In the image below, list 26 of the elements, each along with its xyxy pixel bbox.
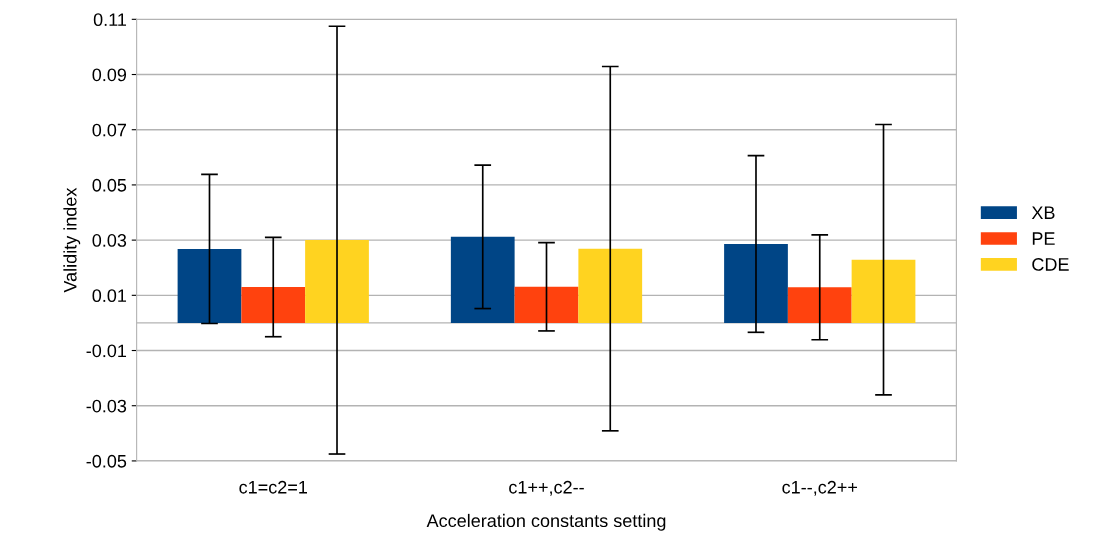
bar	[787, 287, 852, 323]
x-tick-label: c1=c2=1	[239, 480, 307, 494]
y-tick-label: -0.05	[86, 454, 127, 468]
bar	[514, 286, 579, 323]
y-tick-label: 0.01	[92, 289, 127, 303]
y-axis-title: Validity index	[63, 187, 81, 293]
y-tick-label: 0.05	[92, 178, 127, 192]
legend-label: XB	[1031, 206, 1055, 219]
bar	[305, 240, 369, 323]
legend-label: PE	[1032, 232, 1055, 245]
y-tick-label: -0.03	[86, 399, 127, 413]
bar	[851, 259, 916, 323]
y-tick-label: 0.11	[93, 13, 127, 27]
bar	[578, 248, 643, 323]
x-axis-title: Acceleration constants setting	[426, 513, 666, 531]
y-tick-label: 0.07	[92, 123, 126, 137]
bar	[724, 243, 788, 323]
y-tick-label: -0.01	[86, 344, 127, 358]
bar	[450, 236, 515, 323]
bar	[177, 248, 242, 323]
x-tick-label: c1++,c2--	[509, 480, 584, 496]
x-tick-label: c1--,c2++	[782, 480, 857, 496]
legend-label: CDE	[1032, 258, 1069, 271]
bar	[241, 287, 306, 323]
y-tick-label: 0.09	[92, 68, 127, 82]
y-tick-label: 0.03	[92, 234, 127, 247]
